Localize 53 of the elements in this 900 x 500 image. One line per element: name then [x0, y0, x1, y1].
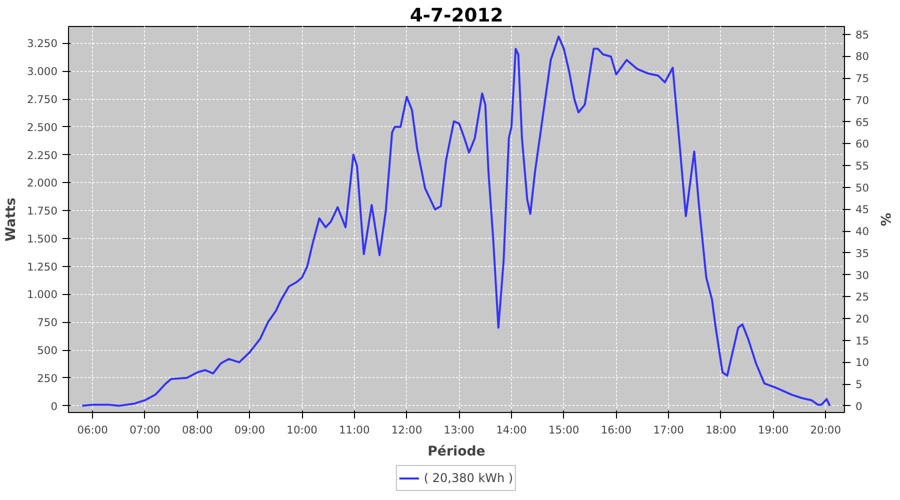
y2-axis-title: %	[877, 212, 892, 226]
y2-tick-label: 50	[856, 181, 870, 194]
y2-tick-label: 55	[856, 160, 870, 173]
x-tick-label: 14:00	[496, 424, 528, 436]
x-tick-label: 20:00	[810, 424, 842, 436]
y2-tick-label: 30	[856, 268, 870, 282]
y-tick-label: 500	[37, 344, 58, 358]
y-tick-label: 2.250	[26, 148, 58, 162]
y2-tick-label: 40	[856, 225, 870, 238]
x-tick-label: 11:00	[339, 424, 370, 436]
y2-tick-label: 5	[856, 378, 862, 392]
y-axis-title: Watts	[4, 197, 19, 242]
y-tick-label: 3.000	[26, 65, 58, 78]
y2-tick-label: 80	[856, 50, 870, 64]
x-tick-label: 16:00	[600, 424, 632, 436]
y2-tick-label: 65	[856, 116, 870, 129]
y2-tick-label: 45	[856, 203, 870, 216]
x-tick-label: 17:00	[653, 424, 684, 436]
chart-title: 4-7-2012	[410, 6, 504, 26]
y2-tick-label: 85	[856, 28, 870, 42]
x-tick-label: 19:00	[758, 424, 789, 436]
x-axis-title: Période	[428, 444, 486, 460]
y2-tick-label: 20	[856, 312, 870, 326]
y-tick-label: 1.250	[26, 260, 58, 274]
y2-tick-label: 25	[856, 290, 870, 304]
y-tick-label: 1.500	[26, 232, 58, 246]
y-tick-label: 0	[50, 400, 58, 413]
x-tick-label: 12:00	[391, 424, 422, 436]
x-tick-label: 08:00	[182, 424, 213, 436]
x-tick-label: 18:00	[706, 424, 736, 436]
x-tick-label: 06:00	[77, 424, 108, 436]
y-tick-label: 2.000	[26, 176, 58, 190]
y-tick-label: 750	[37, 316, 58, 330]
y2-tick-label: 35	[856, 246, 870, 260]
x-tick-label: 09:00	[234, 424, 266, 436]
y2-tick-label: 0	[856, 400, 862, 413]
x-tick-label: 10:00	[286, 424, 318, 436]
x-tick-label: 13:00	[444, 424, 475, 436]
legend-label: ( 20,380 kWh )	[424, 471, 514, 485]
y-tick-label: 2.750	[26, 93, 58, 106]
y-tick-label: 1.750	[26, 204, 58, 218]
y-tick-label: 250	[37, 372, 58, 385]
y2-tick-label: 60	[856, 138, 870, 151]
y-tick-label: 2.500	[26, 120, 58, 134]
y2-tick-label: 15	[856, 334, 870, 348]
y-tick-label: 3.250	[26, 37, 58, 50]
x-tick-label: 07:00	[130, 424, 161, 436]
y2-tick-label: 10	[856, 356, 870, 370]
y2-tick-label: 70	[856, 94, 870, 107]
y2-tick-label: 75	[856, 72, 870, 86]
x-tick-label: 15:00	[548, 424, 580, 436]
line-series	[81, 36, 831, 407]
y-tick-label: 1.000	[26, 288, 58, 302]
